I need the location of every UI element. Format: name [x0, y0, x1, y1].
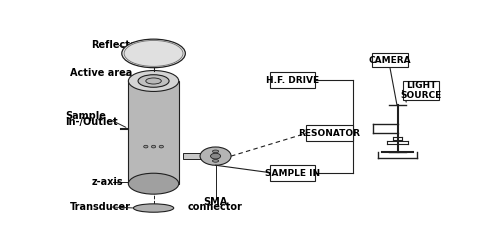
Text: Reflector: Reflector	[92, 40, 142, 50]
Ellipse shape	[138, 75, 169, 87]
Ellipse shape	[212, 150, 218, 153]
Text: Active area: Active area	[70, 68, 132, 78]
Ellipse shape	[122, 39, 186, 68]
Ellipse shape	[128, 71, 179, 91]
Text: H.F. DRIVE: H.F. DRIVE	[266, 76, 319, 84]
Ellipse shape	[146, 78, 162, 84]
Ellipse shape	[124, 41, 183, 66]
FancyBboxPatch shape	[402, 81, 440, 100]
Ellipse shape	[134, 204, 173, 212]
Text: CAMERA: CAMERA	[368, 56, 411, 64]
Ellipse shape	[159, 145, 164, 148]
Text: LIGHT
SOURCE: LIGHT SOURCE	[400, 81, 442, 100]
FancyBboxPatch shape	[306, 125, 352, 141]
FancyBboxPatch shape	[270, 165, 315, 181]
FancyBboxPatch shape	[270, 72, 315, 88]
Ellipse shape	[128, 173, 179, 194]
Ellipse shape	[144, 145, 148, 148]
Text: Sample: Sample	[66, 111, 106, 121]
Text: z-axis: z-axis	[92, 177, 123, 187]
FancyBboxPatch shape	[128, 81, 179, 184]
Text: RESONATOR: RESONATOR	[298, 129, 360, 138]
Ellipse shape	[200, 147, 231, 165]
Ellipse shape	[152, 145, 156, 148]
Text: connector: connector	[188, 202, 243, 212]
FancyBboxPatch shape	[182, 153, 214, 159]
Ellipse shape	[210, 153, 220, 159]
Ellipse shape	[212, 160, 218, 162]
Text: Transducer: Transducer	[70, 202, 131, 212]
Text: SAMPLE IN: SAMPLE IN	[265, 169, 320, 178]
FancyBboxPatch shape	[372, 53, 408, 67]
Text: SMA: SMA	[204, 197, 228, 207]
Text: In-/Outlet: In-/Outlet	[66, 117, 118, 127]
